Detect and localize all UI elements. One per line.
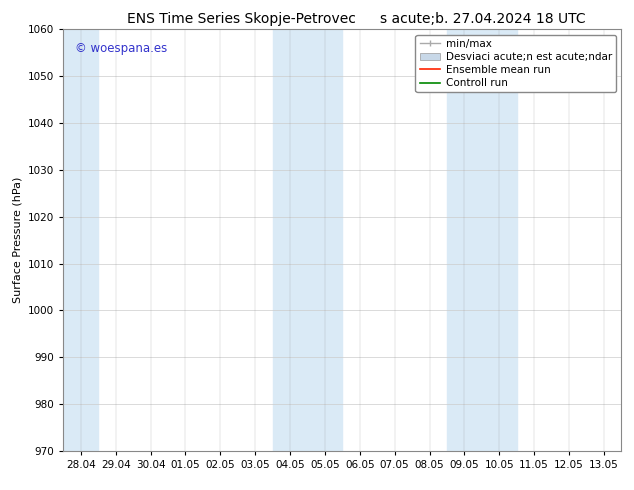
Y-axis label: Surface Pressure (hPa): Surface Pressure (hPa) — [13, 177, 23, 303]
Legend: min/max, Desviaci acute;n est acute;ndar, Ensemble mean run, Controll run: min/max, Desviaci acute;n est acute;ndar… — [415, 35, 616, 92]
Text: ENS Time Series Skopje-Petrovec: ENS Time Series Skopje-Petrovec — [127, 12, 356, 26]
Bar — [63, 29, 98, 451]
Bar — [447, 29, 517, 451]
Text: © woespana.es: © woespana.es — [75, 42, 167, 55]
Text: s acute;b. 27.04.2024 18 UTC: s acute;b. 27.04.2024 18 UTC — [380, 12, 586, 26]
Bar — [273, 29, 342, 451]
